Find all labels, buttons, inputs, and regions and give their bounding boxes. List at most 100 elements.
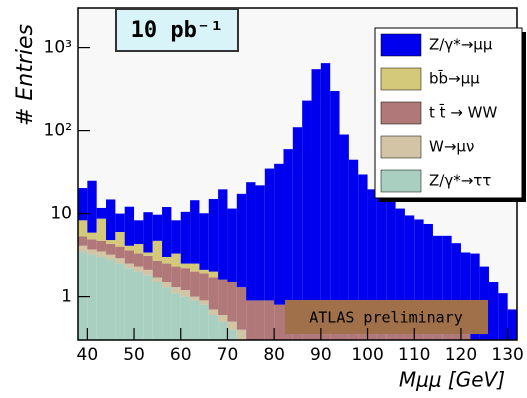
bar-segment	[106, 254, 116, 260]
x-tick-label: 110	[398, 345, 430, 365]
bar-segment	[199, 304, 209, 340]
x-tick-label: 40	[77, 345, 99, 365]
bar-segment	[451, 329, 461, 340]
bar-segment	[143, 212, 153, 253]
bar-segment	[115, 246, 125, 259]
x-tick-label: 60	[170, 345, 192, 365]
bar-segment	[152, 281, 163, 340]
x-tick-label: 70	[217, 345, 239, 365]
bar-segment	[218, 279, 228, 316]
bar-segment	[171, 287, 181, 294]
bar-segment	[115, 263, 125, 340]
bar-segment	[78, 188, 88, 221]
legend-label: bb̄→μμ	[429, 69, 480, 88]
legend-label: Z/γ*→μμ	[429, 36, 493, 54]
bar-segment	[264, 168, 275, 301]
bar-segment	[115, 258, 125, 264]
bar-segment	[124, 250, 135, 264]
bar-segment	[395, 208, 405, 322]
bar-segment	[292, 127, 303, 305]
bar-segment	[274, 163, 284, 305]
y-tick-label: 1	[61, 287, 72, 307]
bar-segment	[152, 260, 163, 278]
bar-segment	[152, 277, 163, 282]
bar-segment	[87, 180, 97, 233]
bar-segment	[143, 252, 153, 256]
bar-segment	[414, 219, 424, 322]
bar-segment	[134, 220, 144, 245]
bar-segment	[180, 263, 191, 269]
bar-segment	[143, 275, 153, 340]
bar-segment	[180, 211, 191, 264]
bar-segment	[96, 218, 107, 241]
bar-segment	[199, 269, 209, 274]
bar-segment	[87, 239, 97, 250]
bar-segment	[124, 206, 135, 246]
bar-segment	[190, 300, 200, 340]
bar-segment	[227, 208, 237, 282]
bar-segment	[96, 240, 107, 252]
bar-segment	[162, 207, 172, 257]
bar-segment	[78, 236, 88, 246]
bar-segment	[218, 321, 228, 340]
luminosity-box	[115, 8, 239, 52]
bar-segment	[78, 251, 88, 340]
bar-segment	[358, 174, 368, 316]
bar-segment	[255, 185, 265, 301]
bar-segment	[78, 245, 88, 252]
bar-segment	[451, 243, 461, 330]
bar-segment	[199, 300, 209, 305]
legend-swatch	[380, 67, 422, 91]
bar-segment	[423, 223, 433, 322]
bar-segment	[227, 321, 237, 330]
bar-segment	[106, 259, 116, 340]
bar-segment	[460, 252, 471, 330]
bar-segment	[190, 200, 200, 264]
luminosity: 10 pb⁻¹	[131, 18, 224, 43]
bar-segment	[115, 232, 125, 247]
bar-segment	[208, 309, 219, 316]
bar-segment	[115, 213, 125, 233]
bar-segment	[124, 268, 135, 340]
bar-segment	[124, 245, 135, 251]
bar-segment	[274, 304, 284, 340]
bar-segment	[134, 266, 144, 272]
bar-segment	[432, 235, 443, 330]
bar-segment	[96, 257, 107, 340]
bar-segment	[180, 290, 191, 297]
bar-segment	[180, 268, 191, 291]
bar-segment	[376, 193, 387, 316]
legend-swatch	[380, 101, 422, 125]
bar-segment	[78, 220, 88, 237]
bar-segment	[236, 193, 247, 288]
bar-segment	[386, 200, 396, 322]
legend-label: W→μν	[429, 138, 474, 156]
bar-segment	[171, 220, 181, 254]
bar-segment	[246, 300, 256, 340]
bar-segment	[162, 287, 172, 340]
bar-segment	[134, 271, 144, 340]
bar-segment	[264, 300, 275, 340]
bar-segment	[208, 315, 219, 340]
bar-segment	[124, 263, 135, 269]
bar-segment	[255, 300, 265, 340]
bar-segment	[208, 198, 219, 272]
y-tick-label: 10³	[44, 38, 72, 58]
x-tick-label: 120	[445, 345, 477, 365]
bar-segment	[488, 281, 499, 340]
bar-segment	[162, 257, 172, 264]
bar-segment	[432, 329, 443, 340]
bar-segment	[190, 271, 200, 297]
legend: Z/γ*→μμ bb̄→μμ t t̄ → WW W→μν Z/γ*→ττ	[374, 27, 526, 202]
bar-segment	[180, 296, 191, 340]
bar-segment	[283, 149, 293, 305]
x-tick-label: 130	[491, 345, 523, 365]
bar-segment	[162, 263, 172, 282]
annotation-box	[285, 300, 488, 334]
bar-segment	[302, 100, 312, 305]
bar-segment	[208, 271, 219, 278]
bar-segment	[218, 189, 228, 280]
bar-segment	[171, 266, 181, 288]
bar-segment	[190, 296, 200, 301]
